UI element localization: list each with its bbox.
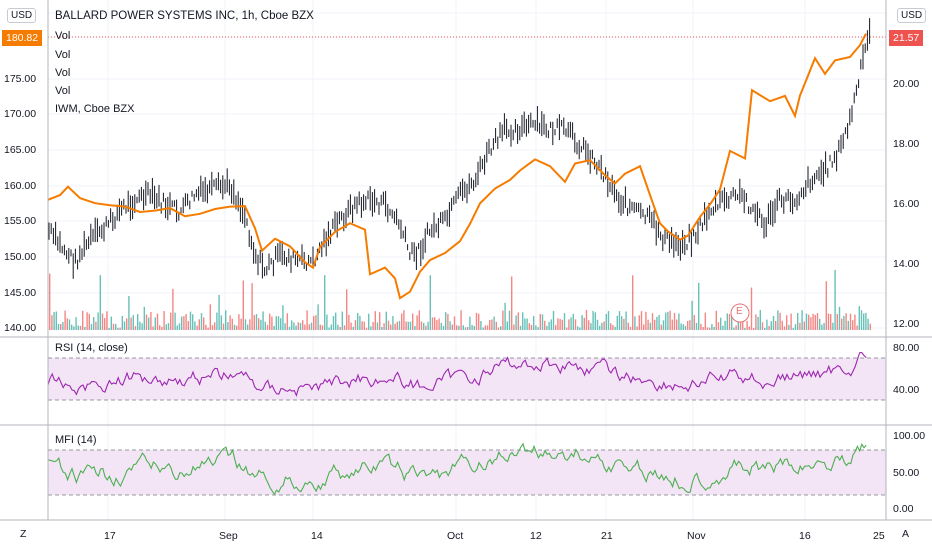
auto-scale-z-button[interactable]: Z bbox=[20, 528, 27, 540]
auto-scale-a-button[interactable]: A bbox=[902, 528, 910, 540]
mfi-axis-tick: 50.00 bbox=[893, 467, 920, 479]
mfi-label[interactable]: MFI (14) bbox=[55, 434, 97, 446]
time-axis-tick: 17 bbox=[104, 530, 116, 542]
last-price-left: 180.82 bbox=[2, 30, 43, 46]
currency-left[interactable]: USD bbox=[7, 8, 37, 23]
left-axis-tick: 160.00 bbox=[4, 180, 37, 192]
volume-bars bbox=[49, 269, 871, 330]
right-axis-tick: 18.00 bbox=[893, 138, 920, 150]
time-axis-tick: 14 bbox=[311, 530, 323, 542]
mfi-axis-tick: 100.00 bbox=[893, 430, 926, 442]
left-axis-tick: 170.00 bbox=[4, 108, 37, 120]
volume-legend[interactable]: Vol bbox=[55, 30, 71, 42]
mfi-pane bbox=[47, 442, 886, 496]
last-price-right: 21.57 bbox=[889, 30, 924, 46]
earnings-marker[interactable] bbox=[730, 303, 750, 323]
time-axis-tick: Sep bbox=[219, 530, 238, 542]
time-axis-tick: Nov bbox=[687, 530, 706, 542]
left-axis-tick: 175.00 bbox=[4, 73, 37, 85]
left-axis-tick: 140.00 bbox=[4, 322, 37, 334]
rsi-label[interactable]: RSI (14, close) bbox=[55, 342, 128, 354]
volume-legend[interactable]: Vol bbox=[55, 85, 71, 97]
mfi-axis-tick: 0.00 bbox=[893, 503, 914, 515]
right-axis-tick: 20.00 bbox=[893, 78, 920, 90]
left-axis-tick: 165.00 bbox=[4, 144, 37, 156]
time-axis-tick: 12 bbox=[530, 530, 542, 542]
earnings-marker-label[interactable]: E bbox=[736, 306, 743, 317]
volume-legend[interactable]: Vol bbox=[55, 49, 71, 61]
rsi-axis-tick: 40.00 bbox=[893, 384, 920, 396]
time-axis-tick: 21 bbox=[601, 530, 613, 542]
time-axis-tick: 16 bbox=[799, 530, 811, 542]
time-axis-tick: Oct bbox=[447, 530, 464, 542]
iwm-compare-line bbox=[47, 33, 867, 300]
rsi-pane bbox=[47, 352, 886, 401]
currency-right[interactable]: USD bbox=[897, 8, 927, 23]
right-axis-tick: 12.00 bbox=[893, 318, 920, 330]
time-axis-tick: 25 bbox=[873, 530, 885, 542]
grid-lines bbox=[48, 0, 886, 520]
right-axis-tick: 16.00 bbox=[893, 198, 920, 210]
chart-title: BALLARD POWER SYSTEMS INC, 1h, Cboe BZX bbox=[55, 10, 314, 22]
price-bars bbox=[48, 18, 871, 279]
compare-legend[interactable]: IWM, Cboe BZX bbox=[55, 103, 135, 115]
left-axis-tick: 150.00 bbox=[4, 251, 37, 263]
right-axis-tick: 14.00 bbox=[893, 258, 920, 270]
left-axis-tick: 155.00 bbox=[4, 215, 37, 227]
rsi-axis-tick: 80.00 bbox=[893, 342, 920, 354]
volume-legend[interactable]: Vol bbox=[55, 67, 71, 79]
pane-borders bbox=[0, 0, 932, 521]
left-axis-tick: 145.00 bbox=[4, 287, 37, 299]
